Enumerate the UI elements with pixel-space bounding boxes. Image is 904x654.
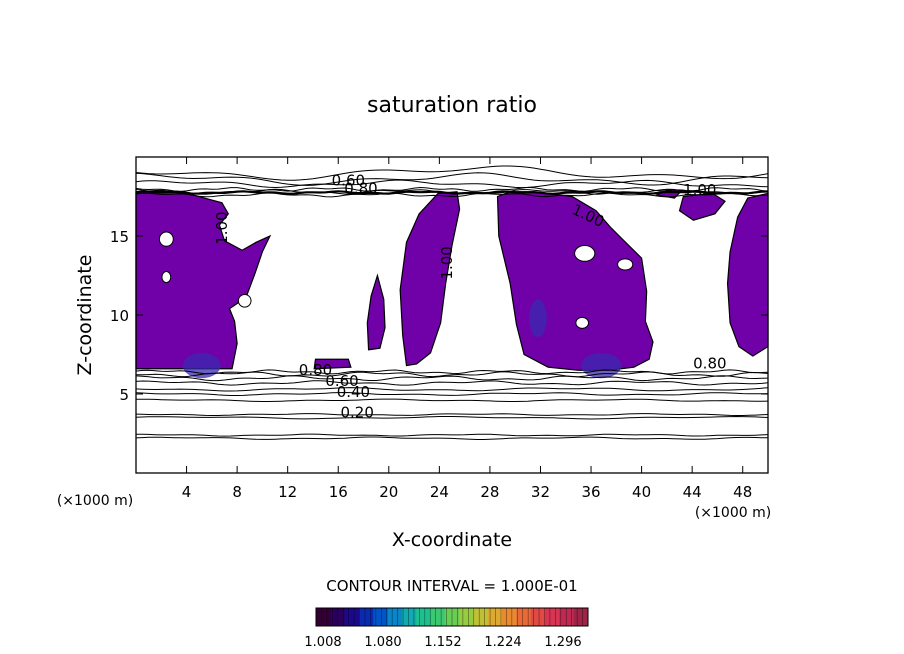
contour-label: 1.00: [683, 181, 716, 199]
colorbar-swatch: [559, 608, 575, 626]
contour-label: 1.00: [438, 246, 456, 279]
colorbar-tick-label: 1.296: [544, 635, 581, 650]
x-axis-label: X-coordinate: [392, 529, 512, 551]
colorbar-swatch: [358, 608, 374, 626]
colorbar: [315, 607, 589, 627]
contour-label: 1.00: [213, 211, 231, 244]
high-supersaturation-core: [580, 352, 622, 379]
y-tick-label: 10: [110, 307, 129, 325]
chart-title: saturation ratio: [367, 93, 537, 118]
x-tick-label: 28: [480, 483, 499, 501]
colorbar-swatch: [373, 608, 389, 626]
contour-label: 0.20: [340, 404, 373, 422]
colorbar-swatch: [502, 608, 517, 626]
colorbar-swatch: [316, 608, 331, 626]
supersaturated-region: [399, 191, 461, 367]
x-tick-label: 32: [531, 483, 550, 501]
x-axis-ticks: 4 8 12 16 20 24 28 32 36 40 44 48: [182, 157, 752, 501]
contour-label: 0.80: [344, 179, 377, 197]
x-unit-left: (×1000 m): [57, 493, 133, 509]
contour-line: [135, 369, 769, 375]
supersaturated-region: [313, 358, 352, 370]
x-tick-label: 4: [182, 483, 192, 501]
y-axis-ticks: 5 10 15: [110, 228, 768, 404]
subsaturated-hole: [574, 244, 596, 262]
y-tick-label: 15: [110, 228, 129, 246]
contour-line: [136, 433, 769, 437]
subsaturated-hole: [158, 231, 174, 247]
contour-line: [135, 413, 769, 416]
x-tick-label: 48: [733, 483, 752, 501]
colorbar-swatch: [387, 608, 403, 626]
contour-line-tropopause: [135, 190, 769, 195]
contour-line: [135, 415, 769, 420]
contour-label: 0.80: [299, 361, 332, 379]
contour-label: 0.40: [337, 383, 370, 401]
subsaturated-hole: [237, 293, 252, 308]
subsaturated-hole: [617, 258, 634, 271]
colorbar-swatch: [487, 608, 503, 626]
colorbar-swatch: [545, 608, 560, 626]
x-tick-label: 36: [581, 483, 600, 501]
x-unit-right: (×1000 m): [695, 505, 771, 521]
contour-line: [135, 172, 769, 186]
y-axis-label: Z-coordinate: [74, 255, 96, 376]
colorbar-tick-label: 1.224: [484, 635, 521, 650]
colorbar-swatch: [473, 608, 489, 626]
plot-area: 0.600.801.001.001.001.000.800.600.400.20…: [135, 156, 769, 474]
colorbar-tick-label: 1.080: [364, 635, 401, 650]
x-tick-label: 40: [632, 483, 651, 501]
contour-line: [135, 436, 769, 440]
contour-label: 0.80: [693, 355, 726, 373]
y-tick-label: 5: [119, 386, 129, 404]
contour-line: [135, 179, 769, 189]
subsaturated-hole: [575, 316, 590, 329]
x-tick-label: 12: [278, 483, 297, 501]
colorbar-swatch: [344, 608, 360, 626]
colorbar-tick-label: 1.008: [304, 635, 341, 650]
contour-line: [135, 375, 769, 382]
x-tick-label: 24: [430, 483, 449, 501]
contour-label: 0.60: [332, 171, 365, 189]
colorbar-swatch: [459, 608, 474, 626]
supersaturated-region: [678, 192, 726, 221]
colorbar-swatch: [530, 608, 546, 626]
supersaturation-fill-regions: [135, 189, 769, 379]
contour-line: [135, 380, 769, 386]
colorbar-tick-labels: 1.008 1.080 1.152 1.224 1.296: [304, 635, 581, 650]
colorbar-swatch: [516, 608, 532, 626]
contour-lines: [135, 165, 769, 440]
x-tick-label: 16: [329, 483, 348, 501]
contour-line: [136, 398, 769, 402]
x-tick-label: 44: [683, 483, 702, 501]
contour-label: 0.60: [325, 372, 358, 390]
colorbar-tick-label: 1.152: [424, 635, 461, 650]
colorbar-swatch: [401, 608, 417, 626]
colorbar-swatch: [416, 608, 432, 626]
contour-line: [135, 387, 769, 392]
colorbar-frame: [315, 607, 589, 627]
supersaturated-region: [366, 273, 386, 351]
colorbar-swatch: [573, 608, 589, 626]
x-tick-label: 20: [379, 483, 398, 501]
contour-line: [135, 165, 769, 181]
contour-line: [135, 391, 769, 396]
contour-line: [135, 186, 769, 192]
subsaturated-hole: [161, 271, 172, 284]
high-supersaturation-core: [529, 299, 547, 338]
colorbar-swatch: [430, 608, 446, 626]
contour-line: [135, 192, 769, 198]
contour-interval-text: CONTOUR INTERVAL = 1.000E-01: [326, 577, 577, 595]
x-tick-label: 8: [232, 483, 242, 501]
